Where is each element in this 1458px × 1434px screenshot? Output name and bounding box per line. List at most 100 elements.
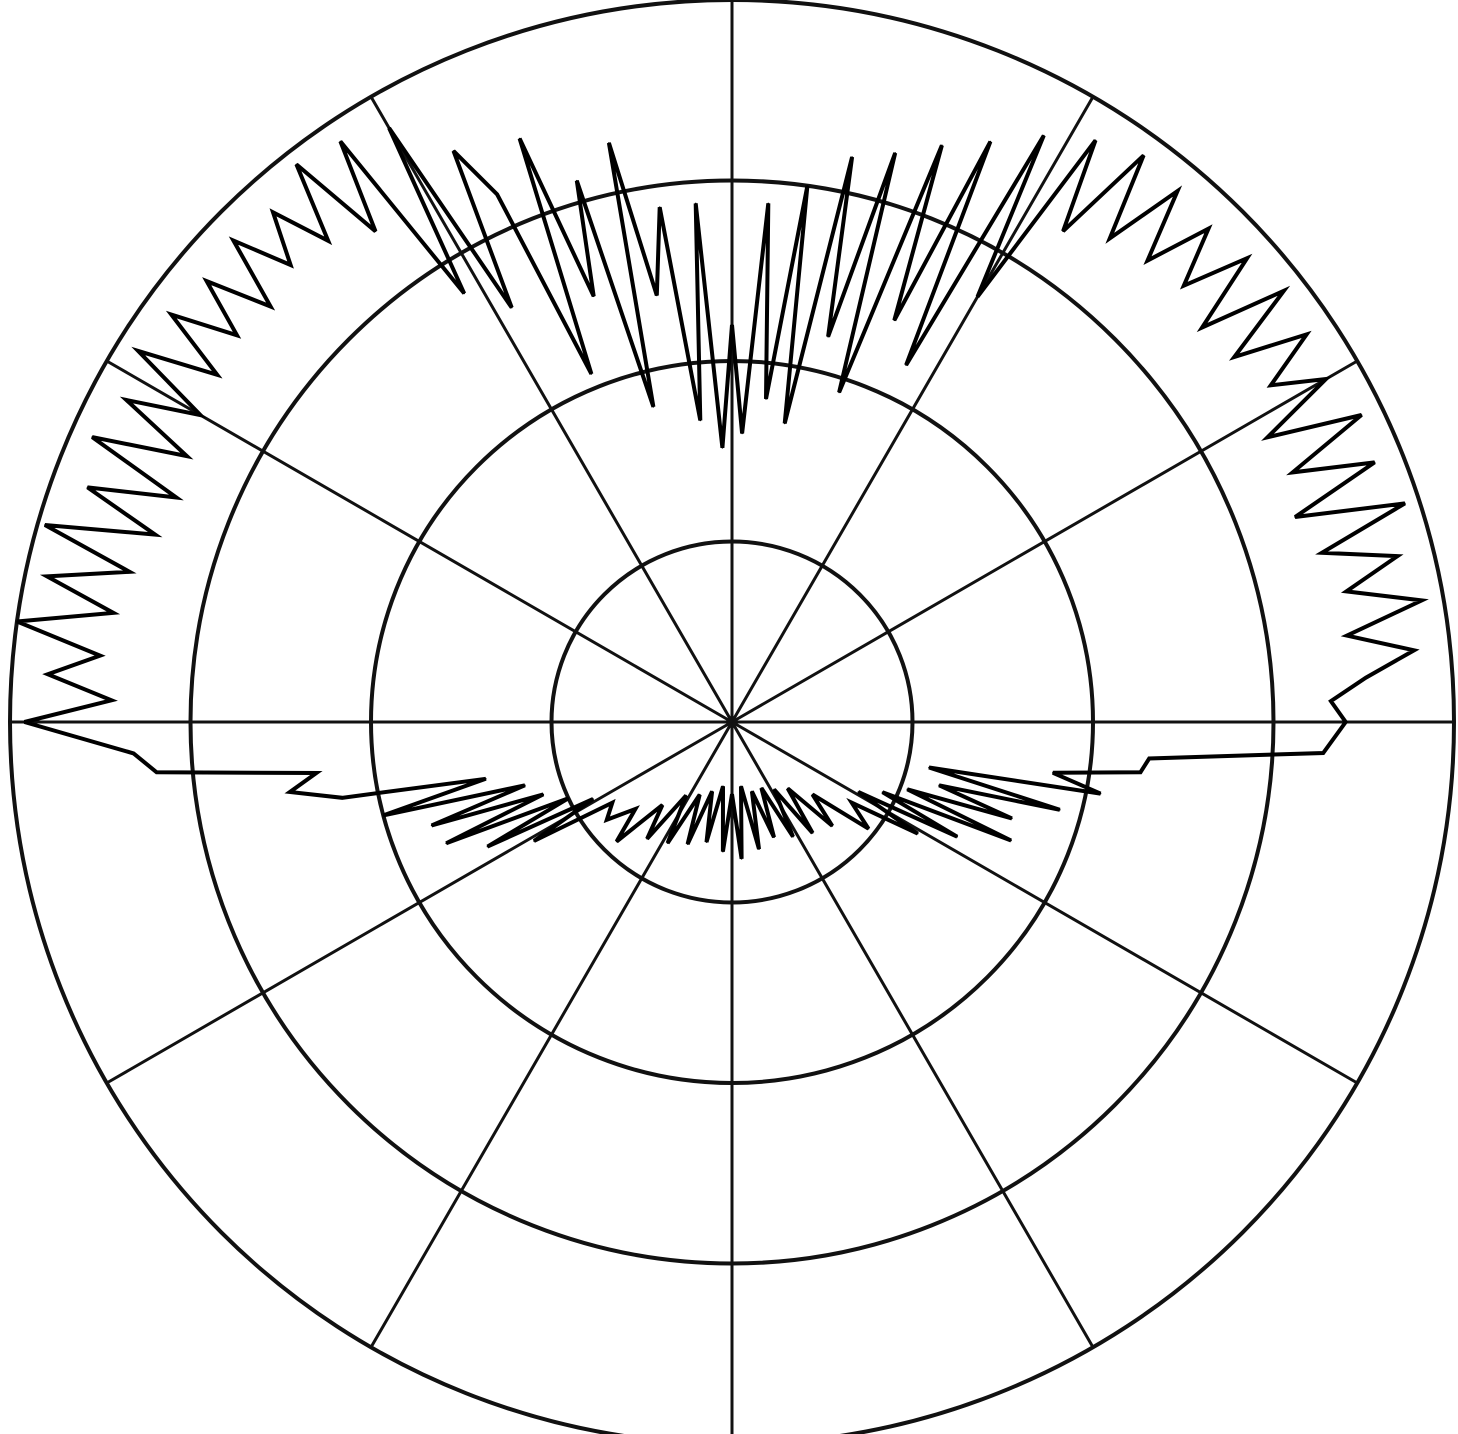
data-point-117 <box>758 848 760 850</box>
data-point-93 <box>1139 771 1142 773</box>
data-point-112 <box>773 788 775 791</box>
data-point-125 <box>686 843 689 845</box>
data-point-99 <box>1011 817 1013 820</box>
data-point-15 <box>199 414 202 416</box>
data-point-115 <box>773 836 775 839</box>
data-point-12 <box>91 436 93 438</box>
data-point-16 <box>137 350 139 352</box>
data-point-92 <box>1148 757 1150 760</box>
data-point-81 <box>1404 502 1406 505</box>
data-point-14 <box>125 399 128 401</box>
data-point-78 <box>1291 471 1294 474</box>
data-point-50 <box>783 422 786 425</box>
grid-spoke-330 <box>369 95 734 723</box>
data-point-56 <box>893 319 896 322</box>
data-point-133 <box>606 819 608 821</box>
data-point-24 <box>272 211 274 214</box>
data-point-49 <box>806 185 809 187</box>
data-point-104 <box>857 791 860 793</box>
data-point-52 <box>827 335 829 338</box>
data-point-75 <box>1325 378 1327 380</box>
data-point-58 <box>905 364 907 366</box>
data-point-46 <box>741 432 743 435</box>
data-point-27 <box>374 230 377 233</box>
data-point-53 <box>894 152 896 154</box>
data-point-137 <box>486 845 489 848</box>
data-point-54 <box>838 391 840 394</box>
data-point-113 <box>792 835 794 838</box>
data-point-149 <box>132 752 135 755</box>
grid-spoke-30 <box>730 95 1095 723</box>
data-point-103 <box>956 835 958 838</box>
data-point-140 <box>542 793 545 796</box>
data-point-29 <box>463 292 466 295</box>
data-point-60 <box>976 296 979 298</box>
data-point-87 <box>1413 649 1415 652</box>
data-point-129 <box>646 838 648 840</box>
data-point-108 <box>811 793 814 796</box>
data-point-63 <box>1142 154 1145 157</box>
data-point-40 <box>656 294 658 297</box>
data-point-55 <box>941 144 943 147</box>
data-point-2 <box>47 673 49 675</box>
data-point-122 <box>722 785 724 788</box>
data-point-145 <box>341 797 344 799</box>
data-point-59 <box>1043 134 1045 137</box>
data-point-51 <box>851 156 853 158</box>
data-point-118 <box>740 785 742 788</box>
data-point-32 <box>452 150 455 152</box>
data-point-48 <box>765 398 767 400</box>
data-point-22 <box>232 239 235 242</box>
data-point-34 <box>590 373 593 375</box>
data-point-142 <box>524 784 526 787</box>
data-point-77 <box>1360 414 1363 416</box>
grid-spoke-300 <box>105 359 733 724</box>
data-point-71 <box>1283 290 1285 292</box>
data-point-85 <box>1420 599 1423 602</box>
data-point-102 <box>881 791 884 793</box>
data-point-72 <box>1233 356 1236 358</box>
data-point-37 <box>576 179 578 182</box>
data-point-6 <box>46 575 48 578</box>
data-point-111 <box>811 832 814 834</box>
data-point-33 <box>496 193 498 196</box>
data-point-39 <box>608 142 610 144</box>
data-point-38 <box>652 406 655 408</box>
data-point-86 <box>1346 634 1348 637</box>
grid-spoke-150 <box>730 721 1095 1349</box>
data-point-123 <box>705 841 708 843</box>
data-point-127 <box>666 842 669 844</box>
data-point-110 <box>786 787 789 790</box>
data-point-68 <box>1183 284 1185 287</box>
grid-spokes <box>10 0 1454 1434</box>
data-point-79 <box>1373 461 1376 464</box>
data-point-136 <box>592 798 594 800</box>
data-point-144 <box>485 778 487 780</box>
data-point-76 <box>1266 436 1269 439</box>
data-point-94 <box>1052 772 1054 774</box>
data-point-11 <box>175 496 178 499</box>
data-point-31 <box>510 306 513 309</box>
data-point-139 <box>445 842 448 845</box>
data-point-73 <box>1305 333 1308 336</box>
data-point-80 <box>1294 516 1296 518</box>
data-point-18 <box>170 313 173 316</box>
data-point-1 <box>110 699 113 702</box>
data-point-35 <box>518 137 521 140</box>
data-point-67 <box>1207 227 1210 230</box>
data-point-91 <box>1322 752 1324 754</box>
data-point-7 <box>128 571 131 573</box>
grid-spoke-210 <box>369 721 734 1349</box>
data-point-130 <box>661 804 664 806</box>
data-point-61 <box>1094 139 1097 142</box>
data-point-131 <box>615 840 618 843</box>
data-point-88 <box>1365 676 1367 679</box>
data-point-126 <box>698 793 701 796</box>
data-point-28 <box>339 140 342 143</box>
series-layer <box>16 126 1429 860</box>
data-point-143 <box>382 814 385 817</box>
data-point-74 <box>1270 384 1272 387</box>
data-point-9 <box>154 533 156 536</box>
